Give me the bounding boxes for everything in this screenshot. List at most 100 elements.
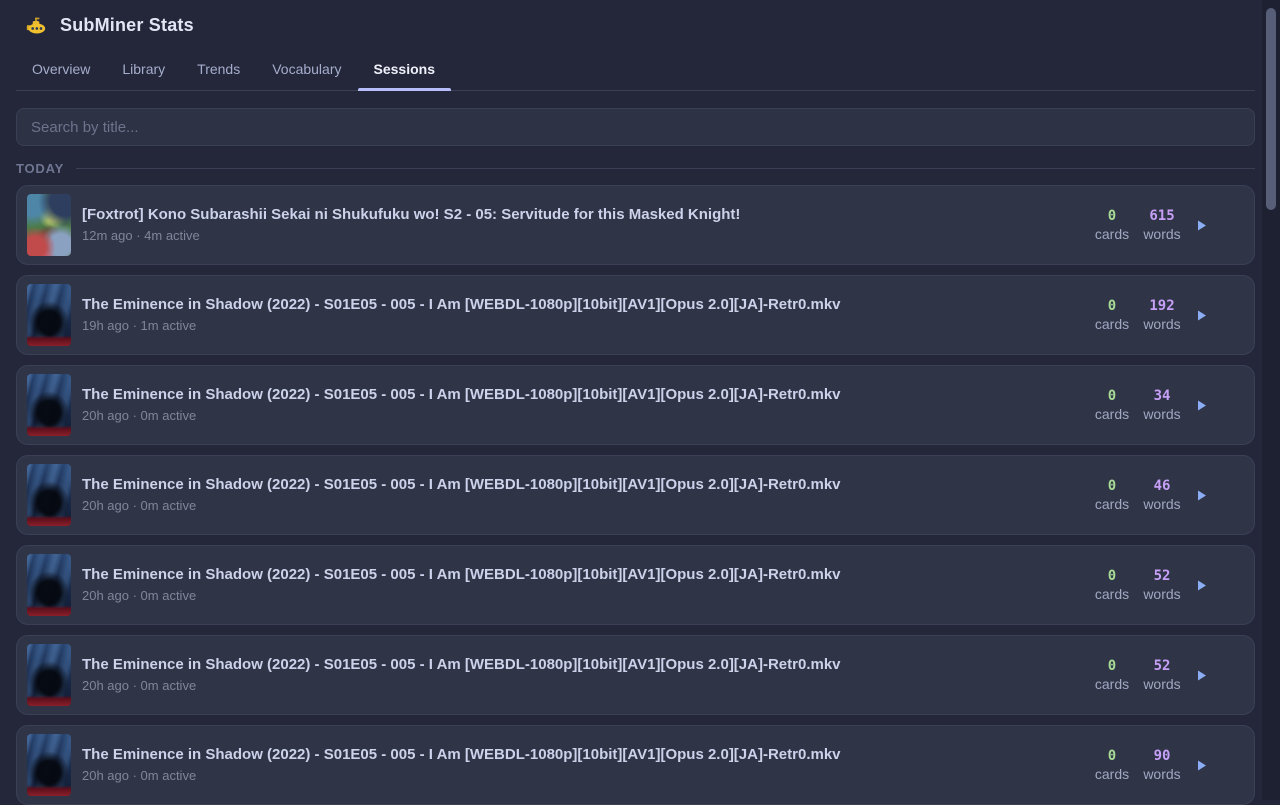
tab-vocabulary[interactable]: Vocabulary bbox=[256, 52, 357, 90]
session-thumbnail bbox=[27, 554, 71, 616]
cards-stat: 0 cards bbox=[1090, 478, 1134, 512]
page-title: SubMiner Stats bbox=[60, 15, 194, 35]
cards-label: cards bbox=[1094, 226, 1130, 242]
session-thumbnail bbox=[27, 644, 71, 706]
session-title: The Eminence in Shadow (2022) - S01E05 -… bbox=[82, 656, 841, 673]
session-thumbnail bbox=[27, 734, 71, 796]
tab-label: Sessions bbox=[373, 61, 435, 77]
words-label: words bbox=[1143, 766, 1181, 782]
session-row[interactable]: The Eminence in Shadow (2022) - S01E05 -… bbox=[16, 545, 1255, 625]
session-stats: 0 cards 34 words bbox=[1090, 388, 1254, 422]
submarine-logo-icon bbox=[26, 17, 46, 33]
play-icon bbox=[1198, 310, 1206, 320]
session-title: The Eminence in Shadow (2022) - S01E05 -… bbox=[82, 476, 841, 493]
session-list: [Foxtrot] Kono Subarashii Sekai ni Shuku… bbox=[16, 185, 1255, 805]
tab-label: Vocabulary bbox=[272, 61, 342, 77]
app-header: SubMiner Stats bbox=[16, 0, 1255, 36]
play-icon bbox=[1198, 760, 1206, 770]
words-count: 34 bbox=[1153, 388, 1171, 404]
cards-label: cards bbox=[1094, 676, 1130, 692]
cards-label: cards bbox=[1094, 316, 1130, 332]
cards-count: 0 bbox=[1107, 658, 1117, 674]
words-count: 192 bbox=[1149, 298, 1175, 314]
cards-label: cards bbox=[1094, 406, 1130, 422]
words-count: 52 bbox=[1153, 568, 1171, 584]
session-row[interactable]: [Foxtrot] Kono Subarashii Sekai ni Shuku… bbox=[16, 185, 1255, 265]
tab-label: Trends bbox=[197, 61, 241, 77]
session-title: [Foxtrot] Kono Subarashii Sekai ni Shuku… bbox=[82, 206, 741, 223]
cards-stat: 0 cards bbox=[1090, 388, 1134, 422]
resume-session-button[interactable] bbox=[1196, 309, 1208, 321]
session-meta: 19h ago · 1m active bbox=[82, 318, 197, 333]
cards-label: cards bbox=[1094, 586, 1130, 602]
resume-session-button[interactable] bbox=[1196, 759, 1208, 771]
words-stat: 34 words bbox=[1140, 388, 1184, 422]
words-label: words bbox=[1143, 406, 1181, 422]
scrollbar-thumb[interactable] bbox=[1266, 8, 1276, 210]
play-icon bbox=[1198, 220, 1206, 230]
cards-stat: 0 cards bbox=[1090, 298, 1134, 332]
session-title: The Eminence in Shadow (2022) - S01E05 -… bbox=[82, 386, 841, 403]
session-meta: 20h ago · 0m active bbox=[82, 588, 197, 603]
words-stat: 615 words bbox=[1140, 208, 1184, 242]
words-count: 615 bbox=[1149, 208, 1175, 224]
tab-label: Overview bbox=[32, 61, 91, 77]
session-title: The Eminence in Shadow (2022) - S01E05 -… bbox=[82, 566, 841, 583]
tab-trends[interactable]: Trends bbox=[181, 52, 256, 90]
session-thumbnail bbox=[27, 374, 71, 436]
session-row[interactable]: The Eminence in Shadow (2022) - S01E05 -… bbox=[16, 275, 1255, 355]
cards-stat: 0 cards bbox=[1090, 748, 1134, 782]
words-stat: 90 words bbox=[1140, 748, 1184, 782]
tab-overview[interactable]: Overview bbox=[16, 52, 106, 90]
main-page: SubMiner Stats Overview Library Trends V… bbox=[16, 0, 1255, 805]
resume-session-button[interactable] bbox=[1196, 489, 1208, 501]
cards-count: 0 bbox=[1107, 748, 1117, 764]
cards-stat: 0 cards bbox=[1090, 208, 1134, 242]
section-header-today: TODAY bbox=[16, 161, 1255, 176]
words-stat: 192 words bbox=[1140, 298, 1184, 332]
session-title: The Eminence in Shadow (2022) - S01E05 -… bbox=[82, 296, 841, 313]
resume-session-button[interactable] bbox=[1196, 399, 1208, 411]
session-stats: 0 cards 46 words bbox=[1090, 478, 1254, 512]
words-label: words bbox=[1143, 226, 1181, 242]
section-divider bbox=[76, 167, 1255, 169]
cards-count: 0 bbox=[1107, 568, 1117, 584]
session-row[interactable]: The Eminence in Shadow (2022) - S01E05 -… bbox=[16, 365, 1255, 445]
words-label: words bbox=[1143, 496, 1181, 512]
play-icon bbox=[1198, 580, 1206, 590]
scrollbar-track[interactable] bbox=[1262, 0, 1280, 800]
session-thumbnail bbox=[27, 194, 71, 256]
words-label: words bbox=[1143, 316, 1181, 332]
session-stats: 0 cards 52 words bbox=[1090, 658, 1254, 692]
session-meta: 20h ago · 0m active bbox=[82, 408, 197, 423]
cards-label: cards bbox=[1094, 496, 1130, 512]
tab-sessions[interactable]: Sessions bbox=[357, 52, 452, 91]
words-label: words bbox=[1143, 586, 1181, 602]
session-meta: 12m ago · 4m active bbox=[82, 228, 200, 243]
cards-label: cards bbox=[1094, 766, 1130, 782]
words-label: words bbox=[1143, 676, 1181, 692]
cards-count: 0 bbox=[1107, 478, 1117, 494]
cards-count: 0 bbox=[1107, 388, 1117, 404]
session-row[interactable]: The Eminence in Shadow (2022) - S01E05 -… bbox=[16, 455, 1255, 535]
resume-session-button[interactable] bbox=[1196, 669, 1208, 681]
session-row[interactable]: The Eminence in Shadow (2022) - S01E05 -… bbox=[16, 635, 1255, 715]
session-stats: 0 cards 52 words bbox=[1090, 568, 1254, 602]
cards-count: 0 bbox=[1107, 298, 1117, 314]
session-stats: 0 cards 192 words bbox=[1090, 298, 1254, 332]
session-row[interactable]: The Eminence in Shadow (2022) - S01E05 -… bbox=[16, 725, 1255, 805]
session-thumbnail bbox=[27, 284, 71, 346]
cards-count: 0 bbox=[1107, 208, 1117, 224]
resume-session-button[interactable] bbox=[1196, 579, 1208, 591]
session-meta: 20h ago · 0m active bbox=[82, 768, 197, 783]
session-stats: 0 cards 90 words bbox=[1090, 748, 1254, 782]
words-count: 52 bbox=[1153, 658, 1171, 674]
tab-library[interactable]: Library bbox=[106, 52, 181, 90]
search-input[interactable] bbox=[16, 108, 1255, 146]
session-stats: 0 cards 615 words bbox=[1090, 208, 1254, 242]
play-icon bbox=[1198, 670, 1206, 680]
resume-session-button[interactable] bbox=[1196, 219, 1208, 231]
session-thumbnail bbox=[27, 464, 71, 526]
words-stat: 46 words bbox=[1140, 478, 1184, 512]
cards-stat: 0 cards bbox=[1090, 658, 1134, 692]
